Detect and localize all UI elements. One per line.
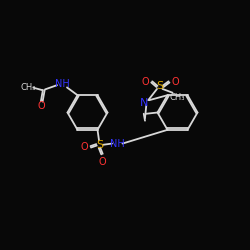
Text: CH₃: CH₃: [169, 93, 184, 102]
Text: O: O: [38, 101, 46, 111]
Text: O: O: [142, 77, 150, 87]
Text: CH₃: CH₃: [21, 83, 36, 92]
Text: S: S: [156, 82, 164, 92]
Text: O: O: [99, 157, 106, 167]
Text: NH: NH: [55, 79, 70, 89]
Text: N: N: [140, 98, 148, 108]
Text: O: O: [80, 142, 88, 152]
Text: NH: NH: [110, 138, 124, 148]
Text: O: O: [171, 77, 179, 87]
Text: S: S: [96, 140, 103, 150]
